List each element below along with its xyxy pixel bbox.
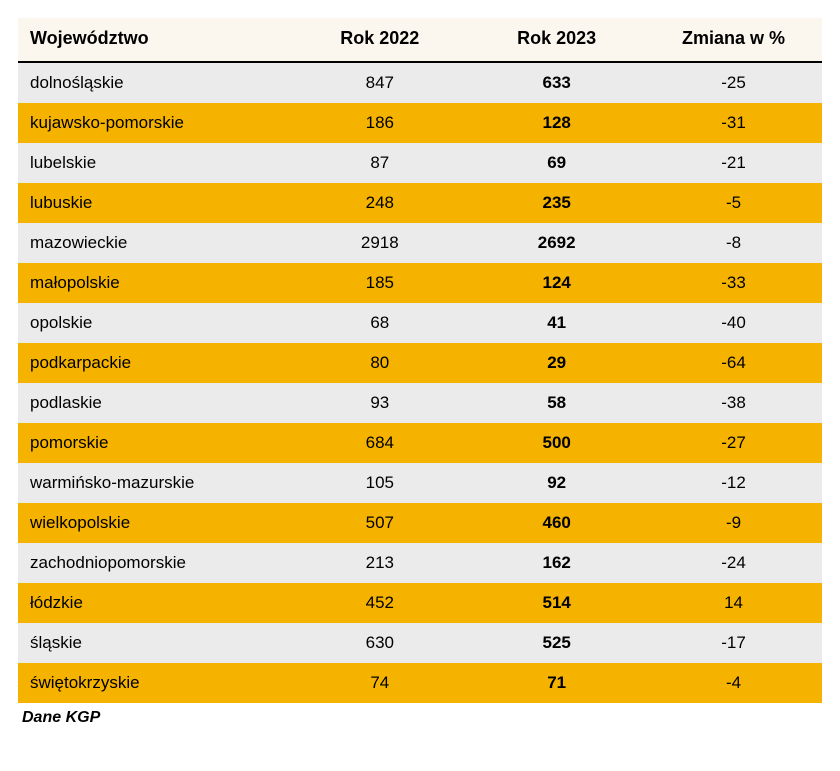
table-row: lubuskie248235-5 [18,183,822,223]
cell-rok2023: 29 [468,343,645,383]
cell-rok2023: 2692 [468,223,645,263]
cell-zmiana: -9 [645,503,822,543]
cell-rok2022: 68 [291,303,468,343]
table-row: mazowieckie29182692-8 [18,223,822,263]
table-row: pomorskie684500-27 [18,423,822,463]
table-row: zachodniopomorskie213162-24 [18,543,822,583]
cell-rok2022: 87 [291,143,468,183]
cell-rok2023: 500 [468,423,645,463]
cell-rok2022: 452 [291,583,468,623]
cell-rok2023: 525 [468,623,645,663]
cell-wojewodztwo: dolnośląskie [18,62,291,103]
cell-zmiana: -5 [645,183,822,223]
table-row: dolnośląskie847633-25 [18,62,822,103]
cell-wojewodztwo: śląskie [18,623,291,663]
cell-rok2023: 514 [468,583,645,623]
cell-zmiana: -12 [645,463,822,503]
table-row: kujawsko-pomorskie186128-31 [18,103,822,143]
cell-zmiana: -8 [645,223,822,263]
cell-zmiana: -40 [645,303,822,343]
cell-zmiana: -38 [645,383,822,423]
cell-wojewodztwo: zachodniopomorskie [18,543,291,583]
cell-zmiana: -64 [645,343,822,383]
cell-wojewodztwo: warmińsko-mazurskie [18,463,291,503]
cell-wojewodztwo: świętokrzyskie [18,663,291,703]
cell-rok2023: 633 [468,62,645,103]
cell-rok2022: 248 [291,183,468,223]
cell-rok2022: 507 [291,503,468,543]
table-row: warmińsko-mazurskie10592-12 [18,463,822,503]
cell-wojewodztwo: łódzkie [18,583,291,623]
cell-wojewodztwo: małopolskie [18,263,291,303]
cell-wojewodztwo: podlaskie [18,383,291,423]
cell-rok2022: 684 [291,423,468,463]
data-table: Województwo Rok 2022 Rok 2023 Zmiana w %… [18,18,822,703]
cell-rok2022: 105 [291,463,468,503]
cell-rok2022: 2918 [291,223,468,263]
cell-rok2022: 80 [291,343,468,383]
cell-rok2023: 162 [468,543,645,583]
cell-rok2023: 69 [468,143,645,183]
cell-rok2023: 71 [468,663,645,703]
cell-wojewodztwo: kujawsko-pomorskie [18,103,291,143]
cell-wojewodztwo: pomorskie [18,423,291,463]
cell-zmiana: 14 [645,583,822,623]
table-row: lubelskie8769-21 [18,143,822,183]
table-row: małopolskie185124-33 [18,263,822,303]
cell-rok2022: 630 [291,623,468,663]
cell-rok2023: 235 [468,183,645,223]
cell-rok2023: 128 [468,103,645,143]
cell-wojewodztwo: mazowieckie [18,223,291,263]
table-row: podkarpackie8029-64 [18,343,822,383]
cell-rok2023: 41 [468,303,645,343]
cell-rok2022: 847 [291,62,468,103]
col-header-rok2022: Rok 2022 [291,18,468,62]
cell-wojewodztwo: lubuskie [18,183,291,223]
table-row: śląskie630525-17 [18,623,822,663]
cell-zmiana: -31 [645,103,822,143]
cell-rok2022: 186 [291,103,468,143]
cell-rok2023: 92 [468,463,645,503]
cell-rok2022: 185 [291,263,468,303]
cell-zmiana: -33 [645,263,822,303]
col-header-wojewodztwo: Województwo [18,18,291,62]
cell-zmiana: -17 [645,623,822,663]
cell-wojewodztwo: podkarpackie [18,343,291,383]
table-row: wielkopolskie507460-9 [18,503,822,543]
cell-wojewodztwo: opolskie [18,303,291,343]
table-row: podlaskie9358-38 [18,383,822,423]
cell-rok2023: 460 [468,503,645,543]
cell-wojewodztwo: lubelskie [18,143,291,183]
col-header-rok2023: Rok 2023 [468,18,645,62]
cell-rok2022: 74 [291,663,468,703]
cell-rok2023: 124 [468,263,645,303]
col-header-zmiana: Zmiana w % [645,18,822,62]
cell-rok2022: 93 [291,383,468,423]
table-row: opolskie6841-40 [18,303,822,343]
cell-zmiana: -21 [645,143,822,183]
cell-zmiana: -24 [645,543,822,583]
table-caption: Dane KGP [18,709,822,727]
table-row: świętokrzyskie7471-4 [18,663,822,703]
table-body: dolnośląskie847633-25kujawsko-pomorskie1… [18,62,822,703]
cell-wojewodztwo: wielkopolskie [18,503,291,543]
cell-zmiana: -4 [645,663,822,703]
cell-rok2023: 58 [468,383,645,423]
cell-rok2022: 213 [291,543,468,583]
table-header-row: Województwo Rok 2022 Rok 2023 Zmiana w % [18,18,822,62]
cell-zmiana: -27 [645,423,822,463]
table-row: łódzkie45251414 [18,583,822,623]
cell-zmiana: -25 [645,62,822,103]
